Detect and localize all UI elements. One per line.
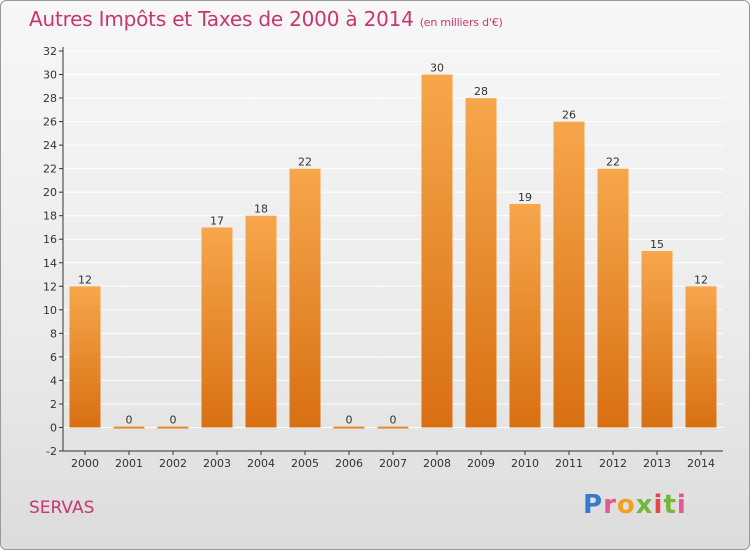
x-tick-label: 2005: [291, 457, 319, 470]
x-tick-label: 2012: [599, 457, 627, 470]
x-tick-label: 2003: [203, 457, 231, 470]
y-tick-label: 26: [43, 116, 57, 129]
bar: [113, 426, 145, 429]
bars: [69, 74, 717, 429]
data-label: 0: [170, 413, 177, 426]
x-tick-label: 2002: [159, 457, 187, 470]
bar: [421, 74, 453, 428]
axes: [59, 47, 723, 455]
y-tick-label: 8: [50, 327, 57, 340]
bar: [685, 286, 717, 428]
x-tick-label: 2013: [643, 457, 671, 470]
logo-letter: x: [635, 490, 654, 520]
y-tick-label: 0: [50, 421, 57, 434]
data-label: 0: [390, 413, 397, 426]
data-label: 0: [346, 413, 353, 426]
bar: [157, 426, 189, 429]
bar: [377, 426, 409, 429]
logo-letter: o: [616, 490, 636, 520]
logo-letter: i: [653, 490, 664, 520]
y-tick-label: 14: [43, 257, 57, 270]
y-tick-label: 2: [50, 398, 57, 411]
x-tick-label: 2009: [467, 457, 495, 470]
logo-letter: i: [676, 490, 687, 520]
bar: [509, 203, 541, 428]
data-label: 12: [694, 273, 708, 286]
bar: [553, 121, 585, 428]
data-label: 15: [650, 238, 664, 251]
bar: [641, 251, 673, 428]
y-tick-label: 6: [50, 351, 57, 364]
y-tick-label: 22: [43, 163, 57, 176]
x-tick-label: 2001: [115, 457, 143, 470]
proxiti-logo: Proxiti: [583, 490, 687, 520]
bar: [69, 286, 101, 428]
labels: -202468101214161820222426283032122000020…: [43, 45, 715, 470]
y-tick-label: 16: [43, 233, 57, 246]
y-tick-label: 30: [43, 69, 57, 82]
y-tick-label: -2: [46, 445, 57, 458]
data-label: 12: [78, 273, 92, 286]
bar: [245, 215, 277, 428]
data-label: 30: [430, 62, 444, 75]
x-tick-label: 2006: [335, 457, 363, 470]
bar: [333, 426, 365, 429]
y-tick-label: 32: [43, 45, 57, 58]
x-tick-label: 2004: [247, 457, 275, 470]
logo-letter: t: [663, 490, 677, 520]
x-tick-label: 2007: [379, 457, 407, 470]
chart-title: Autres Impôts et Taxes de 2000 à 2014 (en…: [29, 7, 503, 31]
logo-letter: P: [583, 490, 604, 520]
y-tick-label: 18: [43, 210, 57, 223]
x-tick-label: 2008: [423, 457, 451, 470]
y-tick-label: 10: [43, 304, 57, 317]
chart-title-text: Autres Impôts et Taxes de 2000 à 2014: [29, 7, 414, 31]
bar: [201, 227, 233, 428]
data-label: 18: [254, 203, 268, 216]
bar: [465, 98, 497, 428]
data-label: 17: [210, 214, 224, 227]
data-label: 22: [606, 156, 620, 169]
y-tick-label: 12: [43, 280, 57, 293]
data-label: 22: [298, 156, 312, 169]
y-tick-label: 24: [43, 139, 57, 152]
x-tick-label: 2011: [555, 457, 583, 470]
bar: [597, 168, 629, 428]
y-tick-label: 28: [43, 92, 57, 105]
data-label: 19: [518, 191, 532, 204]
data-label: 28: [474, 85, 488, 98]
x-tick-label: 2010: [511, 457, 539, 470]
y-tick-label: 4: [50, 374, 57, 387]
x-tick-label: 2000: [71, 457, 99, 470]
commune-name: SERVAS: [29, 498, 95, 518]
data-label: 26: [562, 109, 576, 122]
y-tick-label: 20: [43, 186, 57, 199]
data-label: 0: [126, 413, 133, 426]
x-tick-label: 2014: [687, 457, 715, 470]
bar: [289, 168, 321, 428]
logo-letter: r: [603, 490, 617, 520]
chart-subtitle: (en milliers d'€): [419, 16, 503, 29]
